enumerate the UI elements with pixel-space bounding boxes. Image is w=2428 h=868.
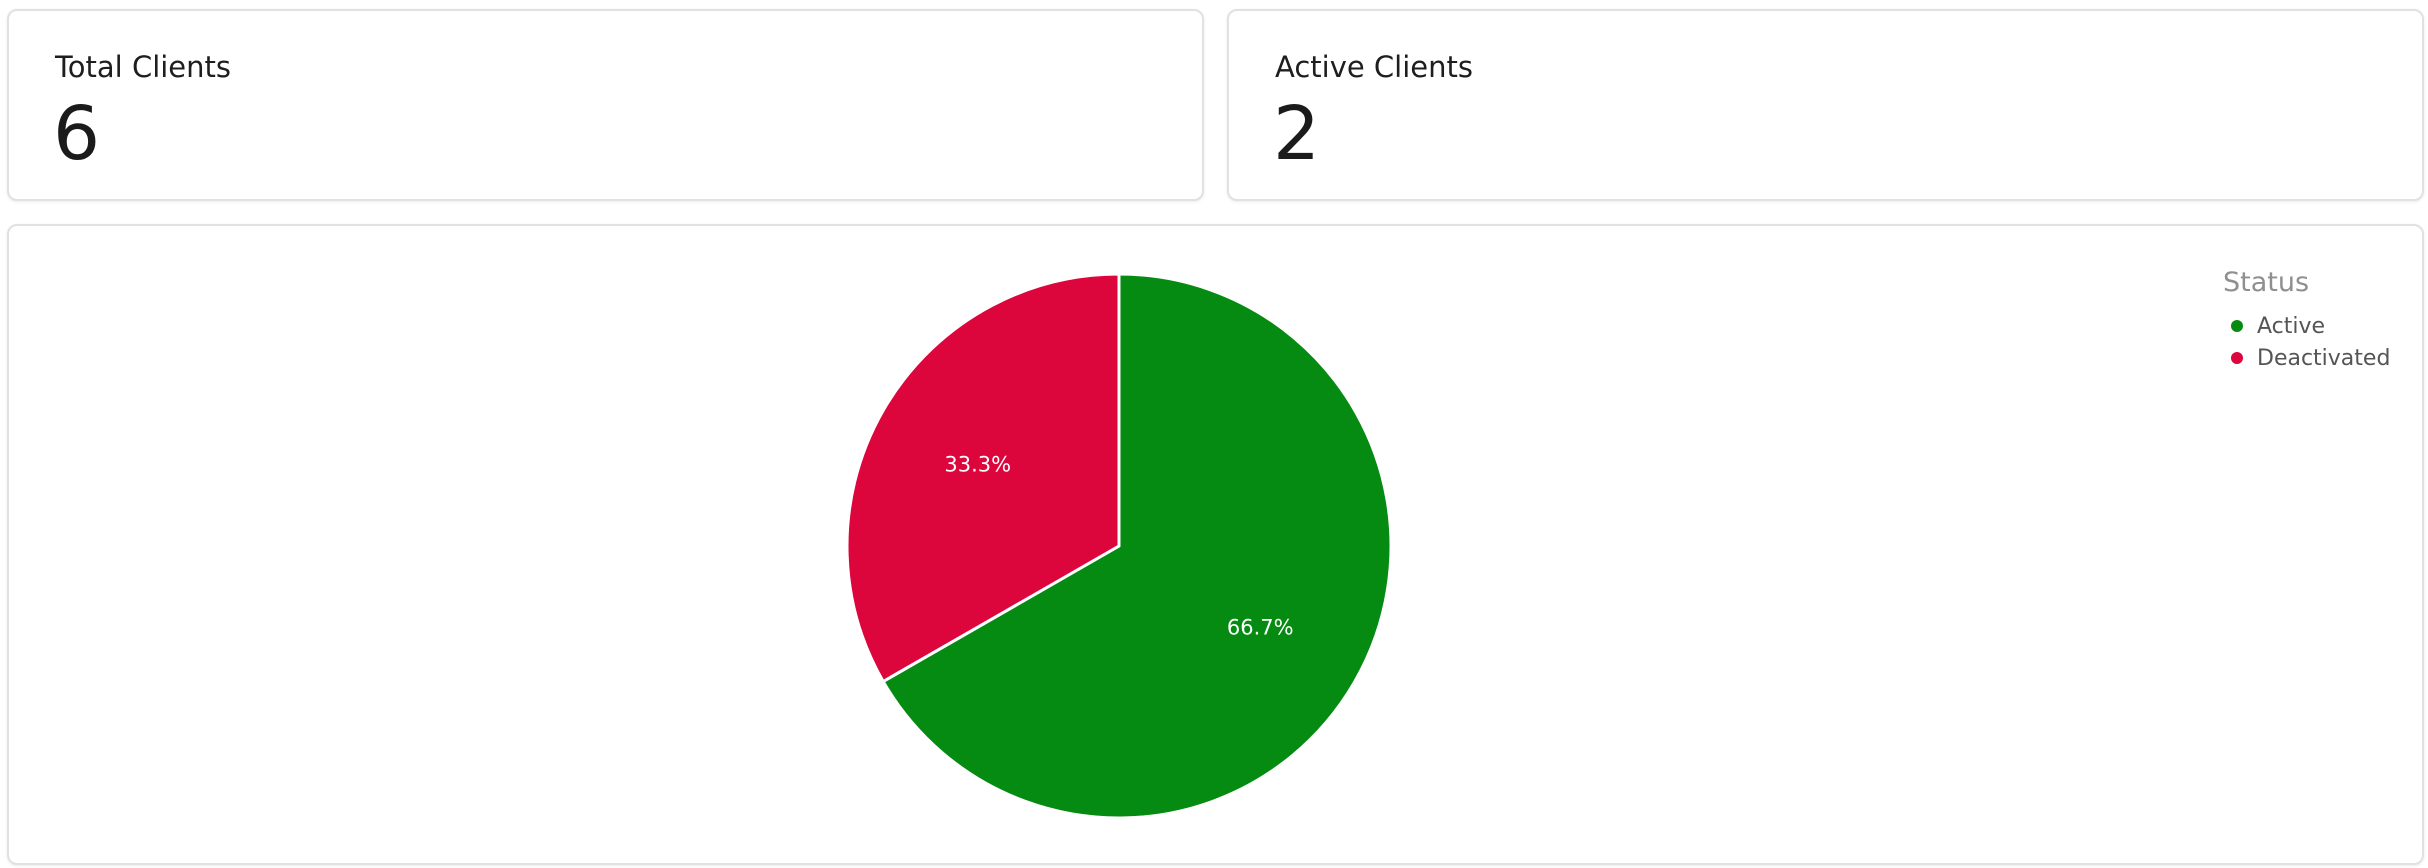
legend-dot-deactivated — [2231, 352, 2243, 364]
pie-label-active: 66.7% — [1227, 616, 1294, 640]
pie-slice-deactivated[interactable] — [845, 272, 1121, 684]
pie-label-deactivated: 33.3% — [944, 452, 1011, 476]
status-pie-chart: 66.7% 33.3% — [845, 272, 1393, 820]
total-clients-card: Total Clients 6 — [7, 9, 1204, 201]
status-chart-card: 66.7% 33.3% Status Active Deactivated — [7, 224, 2424, 865]
pie-slice-active[interactable] — [881, 272, 1393, 820]
legend-label-deactivated: Deactivated — [2257, 345, 2391, 371]
active-clients-card: Active Clients 2 — [1227, 9, 2424, 201]
legend-dot-active — [2231, 320, 2243, 332]
legend-item-deactivated[interactable]: Deactivated — [2223, 342, 2390, 374]
chart-legend: Status Active Deactivated — [2223, 266, 2390, 374]
active-clients-label: Active Clients — [1275, 50, 1473, 84]
legend-item-active[interactable]: Active — [2223, 310, 2390, 342]
active-clients-value: 2 — [1273, 91, 1321, 177]
legend-label-active: Active — [2257, 313, 2326, 339]
total-clients-value: 6 — [53, 91, 101, 177]
total-clients-label: Total Clients — [55, 50, 232, 84]
legend-title: Status — [2223, 267, 2310, 298]
